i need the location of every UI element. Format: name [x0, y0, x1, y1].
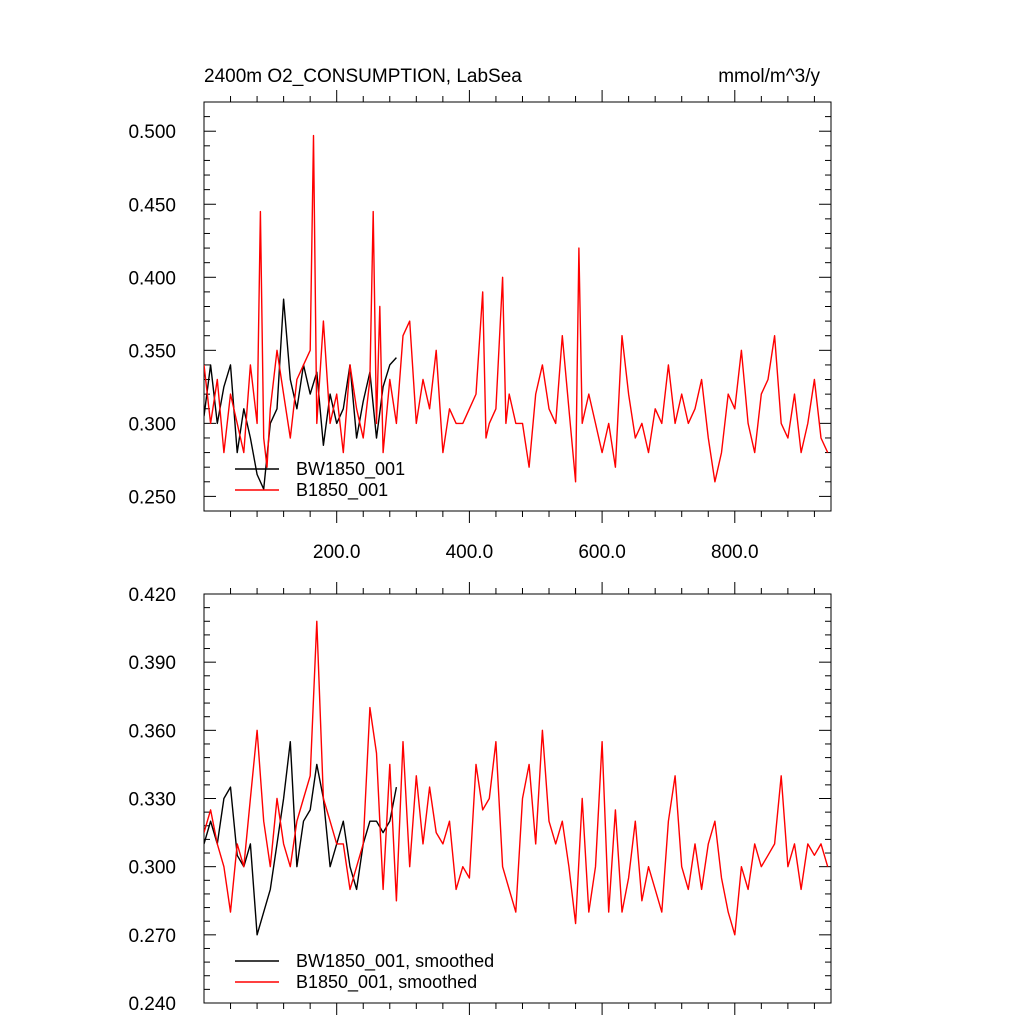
- chart-title: 2400m O2_CONSUMPTION, LabSea: [204, 66, 522, 87]
- x-tick-label: 600.0: [578, 542, 626, 563]
- y-tick-label: 0.360: [128, 721, 176, 742]
- legend-label: BW1850_001: [296, 459, 405, 480]
- legend-label: B1850_001: [296, 480, 388, 501]
- x-tick-label: 400.0: [446, 542, 494, 563]
- series-line-bw1850: [204, 298, 397, 490]
- y-tick-label: 0.350: [128, 341, 176, 362]
- y-tick-label: 0.270: [128, 926, 176, 947]
- plot-frame: [203, 101, 832, 512]
- legend-label: BW1850_001, smoothed: [296, 951, 494, 972]
- series-line-b1850: [204, 620, 829, 936]
- legend-label: B1850_001, smoothed: [296, 972, 477, 993]
- units-label: mmol/m^3/y: [718, 66, 820, 87]
- x-tick-label: 800.0: [711, 542, 759, 563]
- y-tick-label: 0.240: [128, 994, 176, 1015]
- y-tick-label: 0.400: [128, 268, 176, 289]
- y-tick-label: 0.300: [128, 414, 176, 435]
- x-tick-label: 200.0: [313, 542, 361, 563]
- y-tick-label: 0.450: [128, 195, 176, 216]
- y-tick-label: 0.390: [128, 653, 176, 674]
- plot-frame: [203, 593, 832, 1004]
- y-tick-label: 0.500: [128, 122, 176, 143]
- series-line-b1850: [204, 134, 829, 483]
- bottom-panel: 0.240 0.270 0.300 0.330 0.360 0.390 0.420 BW185…: [128, 582, 832, 1015]
- series-line-bw1850: [204, 741, 398, 936]
- y-tick-label: 0.300: [128, 858, 176, 879]
- y-tick-label: 0.330: [128, 790, 176, 811]
- top-panel: 0.250 0.300 0.350 0.400 0.450 0.500 200.0 400.0…: [128, 90, 832, 563]
- y-tick-label: 0.420: [128, 585, 176, 606]
- y-tick-label: 0.250: [128, 487, 176, 508]
